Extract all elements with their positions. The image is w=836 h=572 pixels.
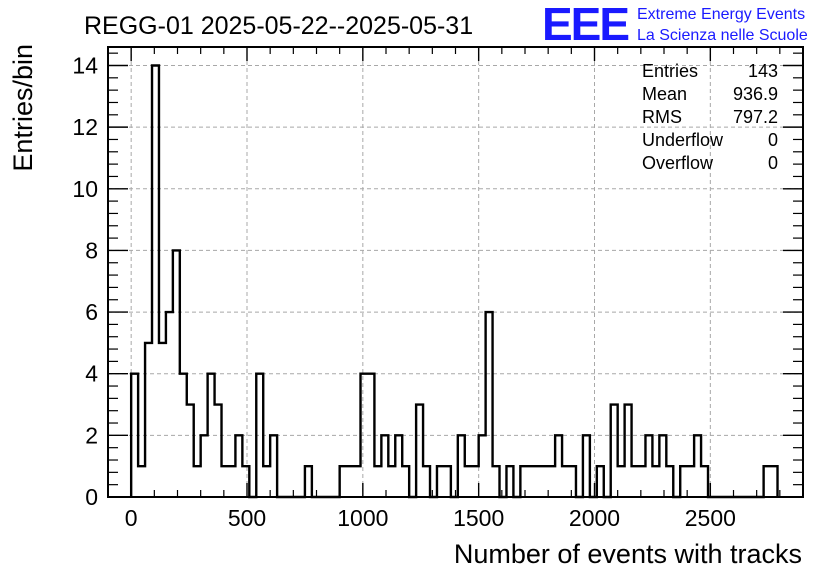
stat-value-rms: 797.2 — [733, 107, 778, 127]
y-tick-label: 4 — [85, 361, 98, 387]
histogram-step-line — [129, 64, 779, 499]
stat-label-rms: RMS — [642, 107, 682, 127]
stat-value-underflow: 0 — [768, 130, 778, 150]
y-tick-label: 8 — [85, 237, 98, 263]
axis-ticks — [107, 47, 804, 498]
eee-logo: EEE — [542, 0, 628, 50]
x-tick-label: 1500 — [453, 505, 504, 531]
y-tick-label: 2 — [85, 422, 98, 448]
y-tick-labels: 0 2 4 6 8 10 12 14 — [72, 52, 98, 510]
stat-label-entries: Entries — [642, 61, 698, 81]
x-tick-label: 0 — [125, 505, 138, 531]
y-tick-label: 0 — [85, 484, 98, 510]
x-tick-label: 2500 — [685, 505, 736, 531]
x-tick-label: 500 — [228, 505, 266, 531]
x-tick-labels: 0 500 1000 1500 2000 2500 — [125, 505, 736, 531]
stat-value-mean: 936.9 — [733, 84, 778, 104]
logo-line-1: Extreme Energy Events — [637, 6, 805, 23]
stat-value-entries: 143 — [748, 61, 778, 81]
y-tick-label: 14 — [72, 52, 98, 78]
logo-line-2: La Scienza nelle Scuole — [637, 27, 808, 44]
y-axis-label: Entries/bin — [8, 44, 38, 172]
x-axis-label: Number of events with tracks — [454, 539, 802, 569]
stat-label-mean: Mean — [642, 84, 687, 104]
plot-frame — [107, 46, 804, 498]
x-tick-label: 2000 — [569, 505, 620, 531]
chart-title: REGG-01 2025-05-22--2025-05-31 — [84, 12, 473, 40]
stat-label-underflow: Underflow — [642, 130, 724, 150]
grid — [108, 47, 803, 497]
y-tick-label: 6 — [85, 299, 98, 325]
stats-box: Entries 143 Mean 936.9 RMS 797.2 Underfl… — [642, 61, 778, 173]
x-tick-label: 1000 — [337, 505, 388, 531]
stat-value-overflow: 0 — [768, 153, 778, 173]
stat-label-overflow: Overflow — [642, 153, 714, 173]
y-tick-label: 12 — [72, 114, 98, 140]
y-tick-label: 10 — [72, 176, 98, 202]
